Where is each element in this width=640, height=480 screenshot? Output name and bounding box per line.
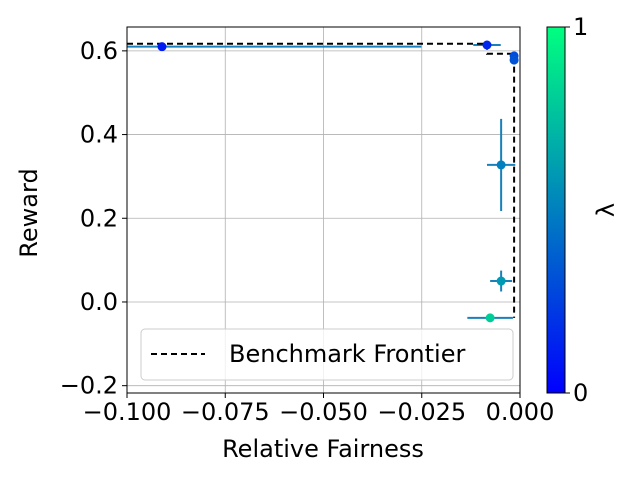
x-tick-label: −0.025 bbox=[377, 398, 466, 426]
plot-frame bbox=[126, 26, 521, 394]
y-tick-label: 0.4 bbox=[80, 121, 118, 149]
point bbox=[482, 40, 492, 50]
y-tick-label: 0.0 bbox=[80, 288, 118, 316]
y-tick-label: 0.6 bbox=[80, 37, 118, 65]
colorbar bbox=[546, 26, 566, 394]
legend-label: Benchmark Frontier bbox=[229, 340, 465, 368]
x-tick-label: 0.000 bbox=[486, 398, 555, 426]
y-tick-label: 0.2 bbox=[80, 204, 118, 232]
point bbox=[157, 42, 167, 52]
y-tick-label: −0.2 bbox=[60, 372, 118, 400]
x-tick-label: −0.075 bbox=[181, 398, 270, 426]
point bbox=[496, 276, 506, 286]
frontier-line bbox=[127, 42, 516, 318]
x-tick-label: −0.100 bbox=[83, 398, 172, 426]
point bbox=[485, 313, 495, 323]
colorbar-tick-label: 0 bbox=[573, 379, 588, 407]
colorbar-label: λ bbox=[592, 203, 620, 217]
y-axis-label: Reward bbox=[15, 168, 43, 257]
colorbar-tick-label: 1 bbox=[573, 13, 588, 41]
legend: Benchmark Frontier bbox=[140, 328, 514, 381]
point bbox=[509, 55, 519, 65]
x-axis-label: Relative Fairness bbox=[222, 435, 424, 463]
point bbox=[496, 160, 506, 170]
x-tick-label: −0.050 bbox=[279, 398, 368, 426]
plot-area bbox=[127, 40, 519, 323]
legend-box bbox=[140, 328, 514, 381]
